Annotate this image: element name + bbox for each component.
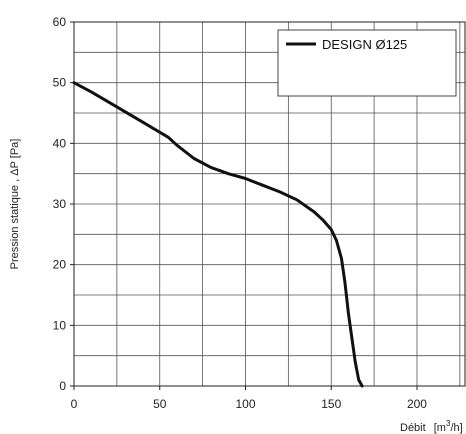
y-tick-label: 30 [53,197,67,211]
y-tick-label: 50 [53,76,67,90]
x-tick-label: 100 [235,397,255,411]
y-tick-label: 40 [53,136,67,150]
y-tick-label: 10 [53,318,67,332]
x-tick-label: 50 [153,397,167,411]
x-axis-unit: [m3/h] [434,419,463,434]
x-axis-label: Débit [m3/h] [400,419,463,434]
y-ticks: 0 10 20 30 40 50 60 [53,15,74,393]
legend: DESIGN Ø125 [278,30,456,96]
y-tick-label: 20 [53,258,67,272]
y-tick-label: 60 [53,15,67,29]
x-tick-label: 200 [407,397,427,411]
y-axis-label: Pression statique , ΔP [Pa] [9,139,21,270]
x-tick-label: 150 [321,397,341,411]
x-axis-label-text: Débit [400,422,426,434]
x-ticks: 0 50 100 150 200 [71,386,428,411]
x-tick-label: 0 [71,397,78,411]
y-tick-label: 0 [59,379,66,393]
legend-label: DESIGN Ø125 [322,37,407,52]
